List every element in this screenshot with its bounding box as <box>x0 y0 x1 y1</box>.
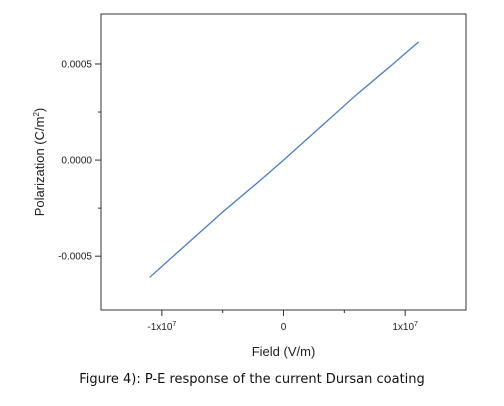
x-tick-label: 0 <box>281 322 287 333</box>
x-axis-title: Field (V/m) <box>252 344 316 359</box>
x-tick-label-base: 0 <box>281 322 287 333</box>
y-tick-label: 0.0000 <box>61 156 92 167</box>
y-axis-title: Polarization (C/m2) <box>32 108 47 217</box>
figure-caption: Figure 4): P-E response of the current D… <box>79 372 425 387</box>
y-tick-label: -0.0005 <box>58 252 92 263</box>
x-tick-label-base: -1x10 <box>147 322 172 333</box>
x-tick-label-exp: 7 <box>172 321 176 328</box>
y-axis-title-main: Polarization (C/m <box>32 117 47 217</box>
y-tick-label: 0.0005 <box>61 59 92 70</box>
x-tick-label-exp: 7 <box>414 321 418 328</box>
series-layer <box>149 41 420 278</box>
plot-frame <box>100 13 467 311</box>
y-axis-title-end: ) <box>32 108 47 112</box>
y-axis-title-sup: 2 <box>32 112 41 117</box>
x-tick-label: -1x107 <box>147 321 176 333</box>
x-tick-label: 1x107 <box>392 321 418 333</box>
series-line <box>149 41 420 278</box>
x-tick-label-base: 1x10 <box>392 322 414 333</box>
